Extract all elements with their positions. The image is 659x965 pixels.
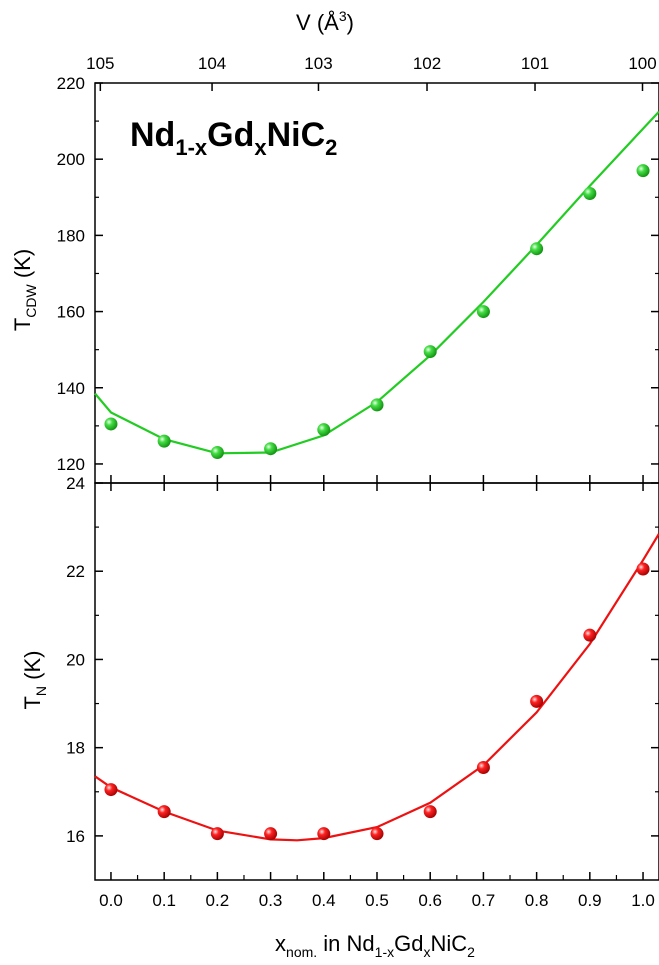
- bottom-x-tick-label: 0.2: [206, 891, 230, 910]
- bottom-x-tick-label: 0.7: [472, 891, 496, 910]
- bottom-x-tick-label: 0.0: [99, 891, 123, 910]
- top-data-point: [370, 398, 384, 412]
- top-data-point: [157, 434, 171, 448]
- bottom-x-tick-label: 0.4: [312, 891, 336, 910]
- top-data-point: [636, 164, 650, 178]
- top-y-tick-label: 120: [57, 455, 85, 474]
- bottom-plot-frame: [94, 482, 659, 881]
- top-y-tick-label: 180: [57, 226, 85, 245]
- bottom-data-point: [530, 694, 544, 708]
- top-y-axis-label: TCDW (K): [10, 249, 39, 331]
- bottom-data-point: [317, 827, 331, 841]
- bottom-x-tick-label: 0.8: [525, 891, 549, 910]
- top-axis-tick-label: 100: [628, 54, 656, 73]
- top-axis-tick-label: 104: [198, 54, 226, 73]
- bottom-x-axis-label: xnom. in Nd1-xGdxNiC2: [275, 931, 475, 960]
- bottom-y-tick-label: 24: [66, 474, 85, 493]
- top-data-point: [317, 423, 331, 437]
- bottom-x-tick-label: 0.3: [259, 891, 283, 910]
- top-data-point: [104, 417, 118, 431]
- top-data-point: [423, 345, 437, 359]
- bottom-x-tick-label: 0.6: [418, 891, 442, 910]
- top-data-point: [530, 242, 544, 256]
- top-y-tick-label: 220: [57, 74, 85, 93]
- top-y-tick-label: 200: [57, 150, 85, 169]
- bottom-x-tick-label: 0.9: [578, 891, 602, 910]
- bottom-x-tick-label: 0.1: [152, 891, 176, 910]
- bottom-x-tick-label: 0.5: [365, 891, 389, 910]
- top-data-point: [583, 186, 597, 200]
- bottom-data-point: [476, 761, 490, 775]
- top-y-tick-label: 160: [57, 303, 85, 322]
- bottom-data-point: [636, 562, 650, 576]
- bottom-fit-line: [94, 533, 659, 842]
- bottom-data-point: [264, 827, 278, 841]
- bottom-data-point: [157, 805, 171, 819]
- bottom-data-point: [210, 827, 224, 841]
- top-panel-title: Nd1-xGdxNiC2: [130, 116, 337, 160]
- bottom-y-tick-label: 16: [66, 827, 85, 846]
- top-y-tick-label: 140: [57, 379, 85, 398]
- bottom-y-tick-label: 20: [66, 650, 85, 669]
- top-data-point: [264, 442, 278, 456]
- top-axis-tick-label: 101: [521, 54, 549, 73]
- bottom-data-point: [104, 783, 118, 797]
- bottom-data-point: [423, 805, 437, 819]
- bottom-data-point: [370, 827, 384, 841]
- bottom-y-axis-label: TN (K): [20, 650, 49, 709]
- top-data-point: [476, 305, 490, 319]
- top-data-point: [210, 446, 224, 460]
- top-axis-tick-label: 103: [304, 54, 332, 73]
- bottom-data-point: [583, 628, 597, 642]
- bottom-x-tick-label: 1.0: [631, 891, 655, 910]
- top-axis-label: V (Å3): [296, 8, 354, 35]
- top-axis-tick-label: 105: [86, 54, 114, 73]
- bottom-y-tick-label: 22: [66, 562, 85, 581]
- top-axis-tick-label: 102: [413, 54, 441, 73]
- bottom-y-tick-label: 18: [66, 739, 85, 758]
